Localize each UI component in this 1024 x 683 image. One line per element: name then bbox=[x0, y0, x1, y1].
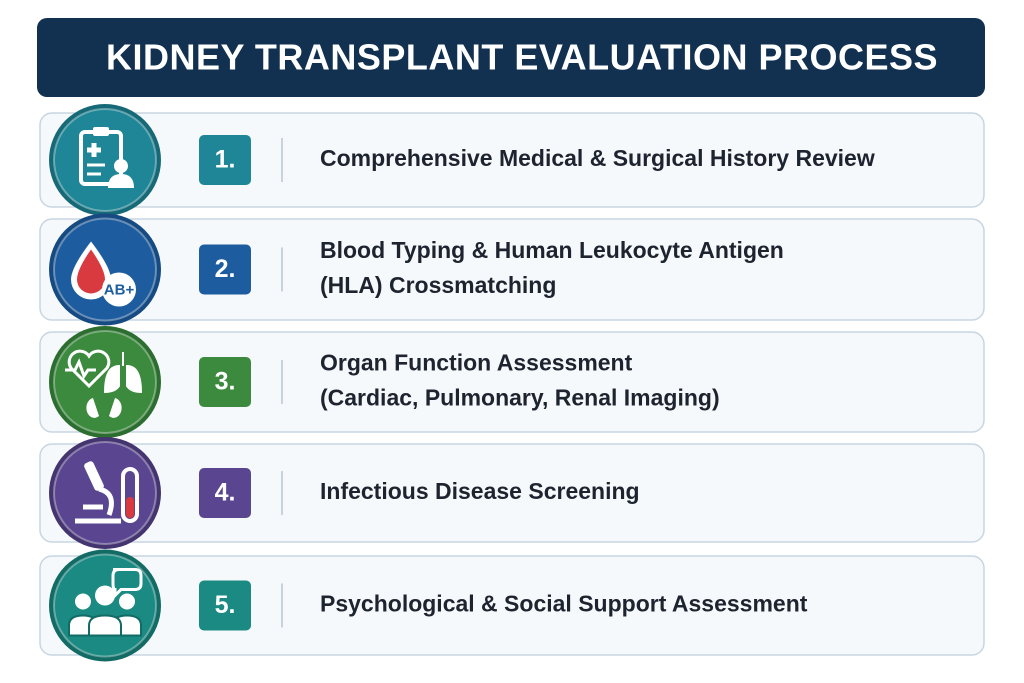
number-badge bbox=[199, 357, 251, 407]
step-number: 5. bbox=[215, 591, 236, 619]
row-card bbox=[39, 331, 985, 433]
step-row: 3. Organ Function Assessment (Cardiac, Pul… bbox=[39, 326, 985, 438]
icon-shape bbox=[75, 593, 91, 610]
icon-shape bbox=[108, 174, 134, 188]
step-row: 1. Comprehensive Medical & Surgical Histo… bbox=[39, 104, 985, 216]
icon-shape bbox=[93, 127, 109, 136]
step-number: 3. bbox=[215, 368, 236, 396]
step-text: Psychological & Social Support Assessmen… bbox=[320, 591, 808, 617]
icon-shape bbox=[87, 163, 105, 176]
icon-shape bbox=[103, 352, 143, 394]
icon-shape bbox=[86, 398, 122, 418]
icon-shape bbox=[114, 159, 128, 173]
number-badge bbox=[199, 468, 251, 518]
icon-shape bbox=[88, 614, 122, 637]
step-text: Organ Function Assessment bbox=[320, 350, 633, 376]
number-badge bbox=[199, 580, 251, 631]
icon-circle bbox=[53, 108, 157, 212]
row-card bbox=[39, 112, 985, 208]
icon-shape bbox=[77, 249, 105, 294]
icon-shape bbox=[102, 272, 136, 307]
step-text: (HLA) Crossmatching bbox=[320, 272, 556, 298]
icon-shape bbox=[84, 461, 104, 491]
icon-shape bbox=[87, 143, 101, 157]
row-card bbox=[39, 443, 985, 543]
step-row: 4. Infectious Disease Screening bbox=[39, 437, 985, 549]
icon-shape bbox=[111, 568, 143, 600]
title-bar bbox=[37, 18, 985, 97]
title: KIDNEY TRANSPLANT EVALUATION PROCESS bbox=[106, 37, 938, 78]
step-text: Infectious Disease Screening bbox=[320, 478, 640, 504]
row-card bbox=[39, 218, 985, 321]
icon-shape bbox=[119, 593, 135, 610]
step-row: AB+ 2. Blood Typing & Human Leukocyte Anti… bbox=[39, 213, 985, 326]
icon-shape bbox=[95, 585, 115, 606]
step-row: 5. Psychological & Social Support Assessm… bbox=[39, 549, 985, 662]
icon-shape bbox=[65, 358, 96, 380]
icon-label: AB+ bbox=[104, 281, 135, 298]
number-badge bbox=[199, 244, 251, 295]
step-text: Comprehensive Medical & Surgical History… bbox=[320, 145, 875, 171]
step-number: 4. bbox=[215, 479, 236, 507]
step-number: 2. bbox=[215, 255, 236, 283]
step-text: (Cardiac, Pulmonary, Renal Imaging) bbox=[320, 385, 720, 411]
row-card bbox=[39, 555, 985, 656]
icon-shape bbox=[67, 349, 111, 389]
step-number: 1. bbox=[215, 146, 236, 174]
icon-shape bbox=[126, 497, 134, 518]
step-text: Blood Typing & Human Leukocyte Antigen bbox=[320, 237, 784, 263]
number-badge bbox=[199, 135, 251, 185]
icon-shape bbox=[75, 486, 121, 524]
icon-shape bbox=[121, 467, 139, 523]
